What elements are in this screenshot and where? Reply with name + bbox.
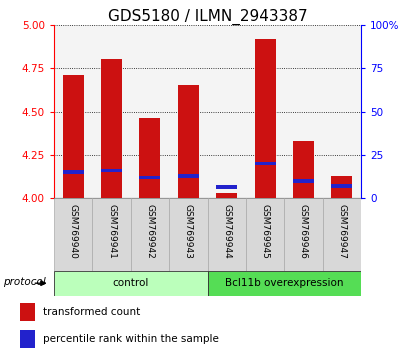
Text: GSM769947: GSM769947 [337, 204, 347, 259]
Bar [169, 198, 208, 271]
Text: Bcl11b overexpression: Bcl11b overexpression [225, 278, 344, 288]
Bar [54, 271, 208, 296]
Bar [208, 25, 246, 198]
Bar [131, 25, 169, 198]
Bar [208, 198, 246, 271]
Bar [284, 25, 323, 198]
Text: control: control [112, 278, 149, 288]
Bar [293, 179, 314, 183]
Bar [254, 162, 276, 165]
Bar [101, 59, 122, 198]
Bar [20, 330, 34, 348]
Bar [139, 176, 161, 179]
Text: GSM769946: GSM769946 [299, 204, 308, 259]
Bar [216, 193, 237, 198]
Bar [54, 25, 92, 198]
Bar [178, 174, 199, 178]
Bar [169, 25, 208, 198]
Bar [20, 303, 34, 321]
Bar [331, 176, 352, 198]
Bar [246, 198, 284, 271]
Bar [93, 198, 131, 271]
Bar [139, 119, 161, 198]
Bar [293, 141, 314, 198]
Text: GSM769944: GSM769944 [222, 204, 231, 259]
Bar [131, 198, 169, 271]
Text: GSM769945: GSM769945 [261, 204, 270, 259]
Text: GSM769942: GSM769942 [145, 204, 154, 259]
Text: GSM769941: GSM769941 [107, 204, 116, 259]
Bar [323, 25, 361, 198]
Bar [323, 198, 361, 271]
Bar [101, 169, 122, 172]
Text: GSM769940: GSM769940 [68, 204, 78, 259]
Bar [331, 184, 352, 188]
Text: transformed count: transformed count [43, 307, 140, 317]
Bar [254, 39, 276, 198]
Bar [208, 271, 361, 296]
Bar [178, 85, 199, 198]
Bar [246, 25, 284, 198]
Bar [284, 198, 323, 271]
Bar [216, 185, 237, 189]
Text: protocol: protocol [3, 277, 46, 287]
Bar [63, 170, 84, 174]
Text: percentile rank within the sample: percentile rank within the sample [43, 334, 218, 344]
Bar [54, 198, 92, 271]
Bar [63, 75, 84, 198]
Title: GDS5180 / ILMN_2943387: GDS5180 / ILMN_2943387 [107, 8, 308, 25]
Bar [93, 25, 131, 198]
Text: GSM769943: GSM769943 [184, 204, 193, 259]
